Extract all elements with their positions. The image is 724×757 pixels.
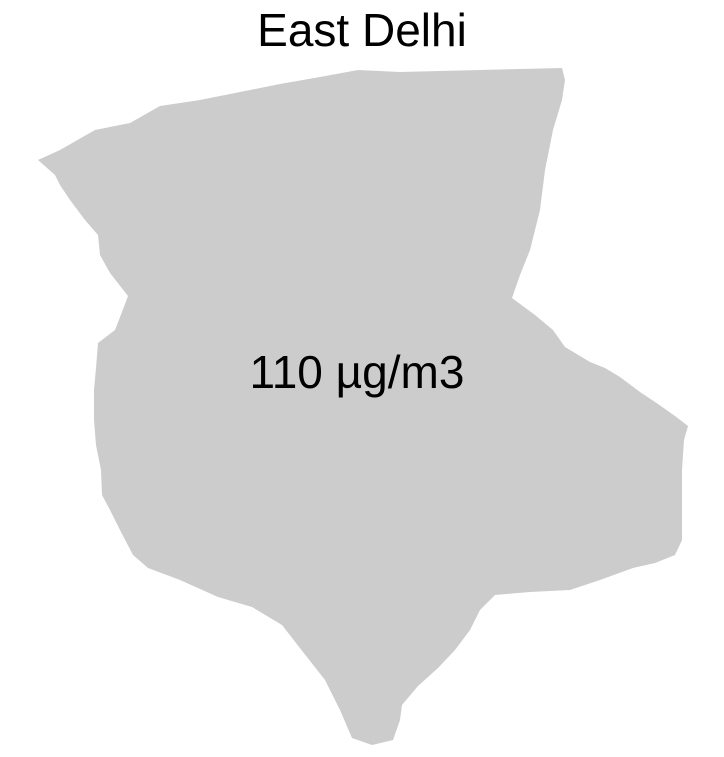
map-title: East Delhi [257,4,467,56]
east-delhi-region [38,68,688,745]
region-value-label: 110 µg/m3 [249,346,465,398]
